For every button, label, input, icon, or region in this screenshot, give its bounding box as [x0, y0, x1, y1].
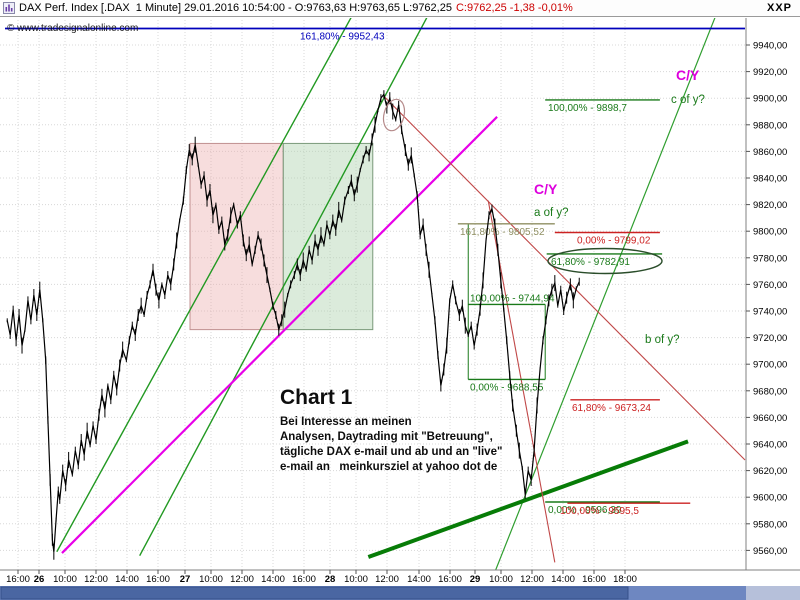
- trendline-red-1[interactable]: [382, 95, 746, 461]
- fib-level-label: 161,80% - 9952,43: [300, 31, 385, 42]
- a-of-y-label: a of y?: [534, 207, 569, 219]
- price-axis-label: 9620,00: [753, 466, 787, 477]
- note-line-1: Bei Interesse an meinen: [280, 416, 412, 428]
- fib-level-label: 100,00% - 9898,7: [548, 103, 627, 114]
- price-axis-label: 9820,00: [753, 200, 787, 211]
- time-axis-label: 16:00: [582, 574, 606, 585]
- price-axis-label: 9940,00: [753, 41, 787, 52]
- time-axis-label: 26: [34, 574, 45, 585]
- price-axis-label: 9720,00: [753, 333, 787, 344]
- price-axis-label: 9600,00: [753, 493, 787, 504]
- time-axis-label: 14:00: [115, 574, 139, 585]
- peak-ellipse[interactable]: [380, 97, 408, 133]
- trendline-magenta[interactable]: [61, 116, 498, 554]
- chart-canvas[interactable]: 161,80% - 9952,43 100,00% - 9898,7 161,80%…: [0, 18, 800, 600]
- time-axis-label: 27: [180, 574, 191, 585]
- chart-window-icon: [3, 2, 15, 14]
- trendline-green-thick[interactable]: [367, 439, 689, 559]
- time-axis-label: 16:00: [292, 574, 316, 585]
- b-of-y-label: b of y?: [645, 334, 680, 346]
- axes: 9940,00 9920,00 9900,00 9880,00 9860,00 9840,…: [0, 18, 800, 585]
- price-axis-label: 9660,00: [753, 413, 787, 424]
- fib-level-label: 61,80% - 9673,24: [572, 403, 651, 414]
- copyright-watermark: © www.tradesignalonline.com: [7, 23, 138, 34]
- fib-level-label: 61,80% - 9782,91: [551, 257, 630, 268]
- time-axis-label: 10:00: [344, 574, 368, 585]
- chart-number-title: Chart 1: [280, 386, 353, 409]
- price-axis-label: 9920,00: [753, 67, 787, 78]
- cy-wave-label-top: C/Y: [676, 67, 700, 83]
- note-line-2: Analysen, Daytrading mit "Betreuung",: [280, 431, 493, 443]
- plot-area[interactable]: 161,80% - 9952,43 100,00% - 9898,7 161,80%…: [5, 18, 746, 585]
- price-axis-label: 9640,00: [753, 440, 787, 451]
- trendline-green-2[interactable]: [139, 18, 435, 557]
- time-axis-label: 10:00: [489, 574, 513, 585]
- highlight-box-pink[interactable]: [189, 142, 284, 331]
- price-axis-label: 9880,00: [753, 120, 787, 131]
- price-axis-label: 9700,00: [753, 360, 787, 371]
- price-axis-label: 9840,00: [753, 174, 787, 185]
- time-axis-label: 12:00: [230, 574, 254, 585]
- price-axis-label: 9560,00: [753, 546, 787, 557]
- fib-target-ellipse[interactable]: [547, 247, 663, 275]
- fib-level-label: 161,80% - 9805,52: [460, 227, 545, 238]
- time-axis-label: 29: [470, 574, 481, 585]
- price-axis-label: 9740,00: [753, 307, 787, 318]
- time-axis-label: 12:00: [375, 574, 399, 585]
- price-axis-label: 9580,00: [753, 519, 787, 530]
- time-axis-label: 10:00: [53, 574, 77, 585]
- time-axis-label: 16:00: [146, 574, 170, 585]
- window-title: DAX Perf. Index [.DAX 1 Minute] 29.01.20…: [19, 2, 452, 14]
- fib-level-label: 0,00% - 9688,55: [470, 382, 544, 393]
- fib-level-label: 100,00% - 9744,94: [470, 293, 555, 304]
- time-axis-label: 14:00: [407, 574, 431, 585]
- price-axis-label: 9760,00: [753, 280, 787, 291]
- trendline-green-3[interactable]: [490, 18, 722, 585]
- price-axis-label: 9800,00: [753, 227, 787, 238]
- fib-level-label: 0,00% - 9596,39: [548, 505, 622, 516]
- xxp-logo: XXP: [766, 2, 792, 14]
- window-titlebar: DAX Perf. Index [.DAX 1 Minute] 29.01.20…: [0, 0, 800, 17]
- price-axis-label: 9900,00: [753, 94, 787, 105]
- time-axis-label: 12:00: [520, 574, 544, 585]
- time-axis-label: 14:00: [261, 574, 285, 585]
- cy-wave-label-mid: C/Y: [534, 181, 558, 197]
- time-axis-label: 12:00: [84, 574, 108, 585]
- scrollbar-corner: [746, 586, 800, 600]
- highlight-box-green[interactable]: [282, 142, 374, 331]
- time-axis-label: 16:00: [438, 574, 462, 585]
- trendline-green-1[interactable]: [56, 18, 355, 553]
- time-axis-label: 16:00: [6, 574, 30, 585]
- note-line-3: tägliche DAX e-mail und ab und an "live": [280, 446, 502, 458]
- price-axis-label: 9680,00: [753, 386, 787, 397]
- time-axis-label: 14:00: [551, 574, 575, 585]
- window-title-change: C:9762,25 -1,38 -0,01%: [455, 2, 573, 14]
- scrollbar-thumb[interactable]: [0, 586, 629, 600]
- time-axis-label: 28: [325, 574, 336, 585]
- note-line-4: e-mail an meinkursziel at yahoo dot de: [280, 461, 497, 473]
- fib-level-label: 100,00% - 9595,5: [560, 506, 639, 517]
- time-axis-label: 18:00: [613, 574, 637, 585]
- price-axis-label: 9780,00: [753, 253, 787, 264]
- c-of-y-label: c of y?: [671, 94, 705, 106]
- fib-level-label: 0,00% - 9799,02: [577, 236, 651, 247]
- price-axis-label: 9860,00: [753, 147, 787, 158]
- price-series-wicks: [6, 90, 580, 560]
- time-axis-label: 10:00: [199, 574, 223, 585]
